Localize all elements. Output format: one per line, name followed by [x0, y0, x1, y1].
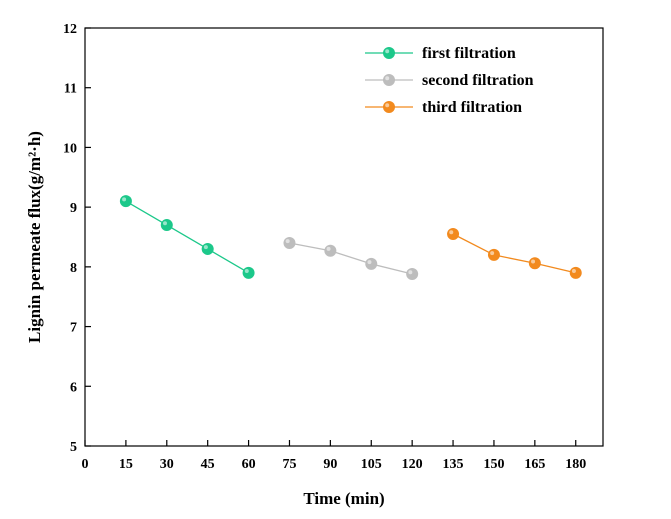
series-1	[119, 195, 255, 279]
x-tick-label: 150	[483, 457, 504, 472]
data-point	[569, 266, 582, 279]
legend-label: first filtration	[422, 45, 516, 62]
data-point	[283, 236, 296, 249]
x-tick-label: 180	[565, 457, 586, 472]
data-point	[242, 266, 255, 279]
legend-marker-highlight	[385, 76, 390, 81]
y-tick-label: 11	[64, 82, 77, 97]
x-tick-label: 0	[82, 457, 89, 472]
legend: first filtration second filtration third f…	[365, 45, 534, 116]
y-tick-label: 8	[70, 261, 77, 276]
series-2	[283, 236, 419, 281]
data-point	[324, 244, 337, 257]
legend-marker	[383, 47, 395, 59]
data-point-highlight	[408, 270, 413, 275]
x-tick-label: 75	[282, 457, 296, 472]
legend-marker	[383, 74, 395, 86]
y-tick-label: 7	[70, 321, 77, 336]
x-tick-label: 45	[201, 457, 215, 472]
legend-marker-highlight	[385, 103, 390, 108]
x-tick-label: 135	[443, 457, 464, 472]
data-point-highlight	[367, 260, 372, 265]
x-axis-title: Time (min)	[303, 489, 384, 508]
data-point-highlight	[122, 197, 127, 202]
data-point-highlight	[162, 221, 167, 226]
legend-item: third filtration	[365, 99, 522, 116]
x-tick-label: 120	[402, 457, 423, 472]
data-point-highlight	[531, 259, 536, 264]
data-point-highlight	[203, 245, 208, 250]
data-point	[365, 257, 378, 270]
series-3	[447, 228, 582, 279]
data-point	[406, 268, 419, 281]
data-point	[119, 195, 132, 208]
data-point	[160, 219, 173, 232]
data-point-highlight	[490, 251, 495, 256]
data-point	[487, 248, 500, 261]
legend-item: second filtration	[365, 72, 534, 89]
x-tick-label: 30	[160, 457, 174, 472]
x-tick-label: 15	[119, 457, 133, 472]
series-line	[452, 233, 576, 274]
x-axis: 0 15 30 45 60 75 90 105 120 135 150 165 180	[82, 440, 586, 472]
series-line	[289, 242, 413, 275]
legend-marker	[383, 101, 395, 113]
y-tick-label: 6	[70, 380, 77, 395]
y-axis-title: Lignin permeate flux(g/m²·h)	[25, 131, 44, 343]
y-tick-label: 9	[70, 201, 77, 216]
x-tick-label: 90	[323, 457, 337, 472]
data-point	[528, 257, 541, 270]
legend-marker-highlight	[385, 49, 390, 54]
series-line	[125, 200, 249, 274]
data-point-highlight	[571, 269, 576, 274]
data-point-highlight	[326, 246, 331, 251]
legend-label: second filtration	[422, 72, 534, 89]
x-tick-label: 105	[361, 457, 382, 472]
data-point	[201, 242, 214, 255]
x-tick-label: 60	[242, 457, 256, 472]
data-point-highlight	[244, 269, 249, 274]
x-tick-label: 165	[524, 457, 545, 472]
data-point-highlight	[449, 230, 454, 235]
plot-frame	[84, 27, 604, 447]
data-point-highlight	[285, 239, 290, 244]
legend-label: third filtration	[422, 99, 522, 116]
series-layer	[119, 195, 582, 281]
y-axis: 5 6 7 8 9 10 11 12	[63, 22, 91, 455]
y-tick-label: 10	[63, 141, 77, 156]
y-tick-label: 12	[63, 22, 77, 37]
y-tick-label: 5	[70, 440, 77, 455]
legend-item: first filtration	[365, 45, 516, 62]
data-point	[447, 228, 460, 241]
